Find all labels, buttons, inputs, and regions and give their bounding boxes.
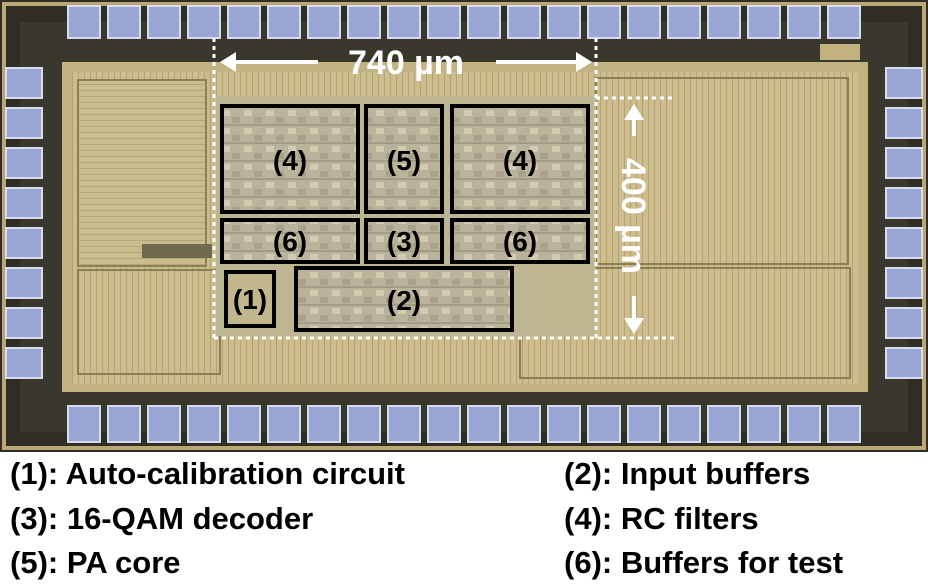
block-rc-filters-right [450,104,590,214]
block-input-buffers [294,266,514,332]
pads-left [5,67,43,379]
block-label: (1) [233,284,267,315]
legend-item-1: (1): Auto-calibration circuit [10,456,405,491]
seal-ring [2,2,926,450]
pads-top [67,5,861,39]
block-pa-core [364,104,444,214]
legend-item-3: (3): 16-QAM decoder [10,501,314,536]
block-label: (2) [387,285,421,316]
block-label: (5) [387,145,421,176]
width-dimension-arrow [220,52,592,72]
block-qam-decoder [364,218,444,264]
height-dimension-label: 400 µm [614,158,652,274]
pads-bottom [67,405,861,443]
legend-item-2: (2): Input buffers [564,456,811,491]
pads-right [885,67,923,379]
block-buffers-test-left [220,218,360,264]
block-rc-filters-left [220,104,360,214]
block-label: (4) [503,145,537,176]
block-label: (4) [273,145,307,176]
height-dimension-arrow [624,104,644,334]
block-label: (6) [503,226,537,257]
block-label: (6) [273,226,307,257]
width-dimension-label: 740 µm [348,44,464,82]
block-buffers-test-right [450,218,590,264]
legend-item-5: (5): PA core [10,545,181,580]
block-label: (3) [387,226,421,257]
dimension-outline [212,38,676,340]
block-auto-calibration [224,270,276,328]
legend-item-6: (6): Buffers for test [564,545,844,580]
legend-item-4: (4): RC filters [564,501,759,536]
chip-micrograph: (4) (5) (4) (6) (3) (6) (1) (2) 740 µm 4… [0,0,928,452]
